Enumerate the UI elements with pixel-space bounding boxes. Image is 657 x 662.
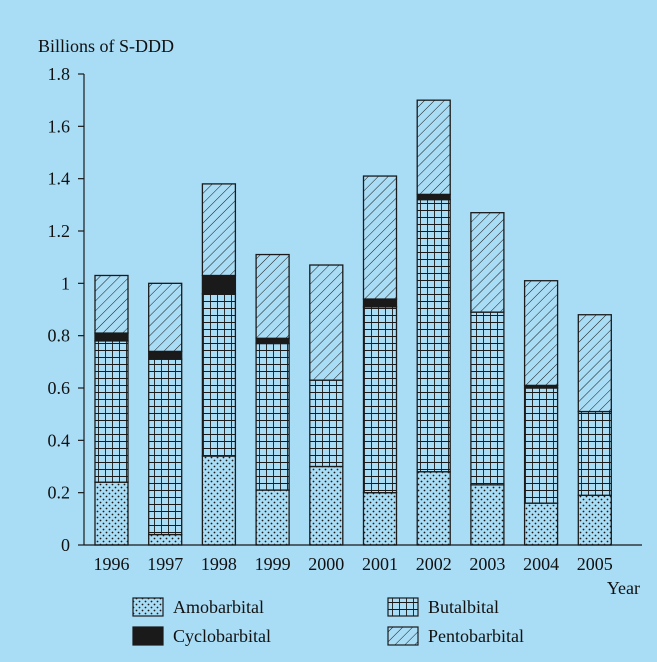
y-axis: 0 0.2 0.4 0.6 0.8 1 1.2 1.4 1.6 1.8 — [48, 64, 85, 555]
bar-stack-1998 — [201, 183, 237, 546]
bar-stack-2000 — [309, 264, 344, 546]
bar-segment-pentobarbital-2003 — [470, 212, 505, 313]
bar-segment-pentobarbital-2001 — [362, 175, 398, 300]
bar-segment-amobarbital-1997 — [148, 533, 183, 546]
legend-swatch-pentobarbital — [387, 626, 419, 646]
bar-segment-butalbital-2004 — [523, 387, 559, 504]
bar-stack-2004 — [523, 280, 559, 546]
bar-series — [94, 99, 612, 546]
legend-swatch-cyclobarbital — [132, 626, 164, 646]
legend-swatch-amobarbital — [132, 597, 164, 617]
x-tick-label: 1999 — [255, 554, 291, 574]
y-axis-title: Billions of S-DDD — [38, 36, 174, 56]
bar-segment-cyclobarbital-1997 — [148, 350, 183, 360]
bar-segment-butalbital-1999 — [255, 342, 290, 491]
x-tick-label: 2004 — [523, 554, 559, 574]
x-tick-label: 2002 — [416, 554, 452, 574]
bar-segment-butalbital-2003 — [470, 311, 505, 486]
bar-segment-pentobarbital-1996 — [94, 274, 129, 334]
x-tick-label: 2005 — [577, 554, 613, 574]
y-tick-label: 0.8 — [48, 326, 71, 346]
x-axis-title: Year — [607, 578, 640, 598]
bar-segment-butalbital-2002 — [416, 198, 451, 473]
bar-stack-2002 — [416, 99, 451, 546]
bar-stack-2005 — [577, 314, 612, 546]
bar-segment-amobarbital-2002 — [416, 471, 451, 546]
bar-stack-1999 — [255, 253, 290, 546]
bar-segment-amobarbital-2001 — [362, 492, 398, 546]
x-tick-label: 1998 — [201, 554, 237, 574]
legend-label-pentobarbital: Pentobarbital — [428, 626, 524, 646]
bar-stack-2001 — [362, 175, 398, 546]
y-tick-label: 1.2 — [48, 221, 71, 241]
x-tick-label: 1997 — [147, 554, 183, 574]
bar-segment-cyclobarbital-2001 — [362, 298, 398, 308]
bar-segment-amobarbital-1996 — [94, 481, 129, 546]
legend-swatch-butalbital — [387, 597, 419, 617]
bar-segment-pentobarbital-1998 — [201, 183, 237, 277]
bar-segment-pentobarbital-2005 — [577, 314, 612, 413]
y-tick-label: 0.4 — [48, 430, 71, 450]
x-tick-label: 2000 — [308, 554, 344, 574]
bar-segment-pentobarbital-2000 — [309, 264, 344, 381]
bar-segment-butalbital-1998 — [201, 293, 237, 457]
bar-stack-1997 — [148, 282, 183, 546]
bar-segment-butalbital-1997 — [148, 358, 183, 536]
y-tick-label: 1.4 — [48, 169, 71, 189]
bar-segment-amobarbital-2004 — [523, 502, 559, 546]
bar-segment-pentobarbital-2004 — [523, 280, 559, 387]
bar-segment-amobarbital-2003 — [470, 484, 505, 546]
bar-segment-amobarbital-1999 — [255, 489, 290, 546]
bar-segment-pentobarbital-1999 — [255, 253, 290, 339]
y-tick-label: 1 — [61, 273, 70, 293]
y-tick-label: 1.8 — [48, 64, 71, 84]
bar-segment-cyclobarbital-1996 — [94, 332, 129, 342]
legend: Amobarbital Butalbital Cyclobarbital Pentob… — [132, 597, 524, 646]
x-axis: 1996 1997 1998 1999 2000 2001 2002 2003 2004 2005 — [84, 544, 642, 574]
x-tick-label: 1996 — [94, 554, 130, 574]
bar-segment-cyclobarbital-1998 — [201, 274, 237, 295]
y-tick-label: 0.6 — [48, 378, 71, 398]
bar-segment-amobarbital-1998 — [201, 455, 237, 546]
legend-label-butalbital: Butalbital — [428, 597, 499, 617]
bar-stack-1996 — [94, 274, 129, 546]
x-tick-label: 2001 — [362, 554, 398, 574]
bar-segment-butalbital-2005 — [577, 410, 612, 496]
bar-segment-amobarbital-2005 — [577, 494, 612, 546]
bar-segment-pentobarbital-2002 — [416, 99, 451, 196]
bar-segment-butalbital-1996 — [94, 340, 129, 483]
y-tick-label: 0.2 — [48, 483, 71, 503]
bar-segment-butalbital-2001 — [362, 306, 398, 494]
bar-segment-cyclobarbital-1999 — [255, 337, 290, 345]
x-tick-label: 2003 — [469, 554, 505, 574]
legend-label-amobarbital: Amobarbital — [173, 597, 264, 617]
y-tick-label: 1.6 — [48, 116, 71, 136]
bar-stack-2003 — [470, 212, 505, 546]
bar-segment-amobarbital-2000 — [309, 465, 344, 546]
bar-segment-cyclobarbital-2002 — [416, 193, 451, 201]
bar-segment-pentobarbital-1997 — [148, 282, 183, 353]
legend-label-cyclobarbital: Cyclobarbital — [173, 626, 271, 646]
bar-segment-butalbital-2000 — [309, 379, 344, 468]
y-tick-label: 0 — [61, 535, 70, 555]
